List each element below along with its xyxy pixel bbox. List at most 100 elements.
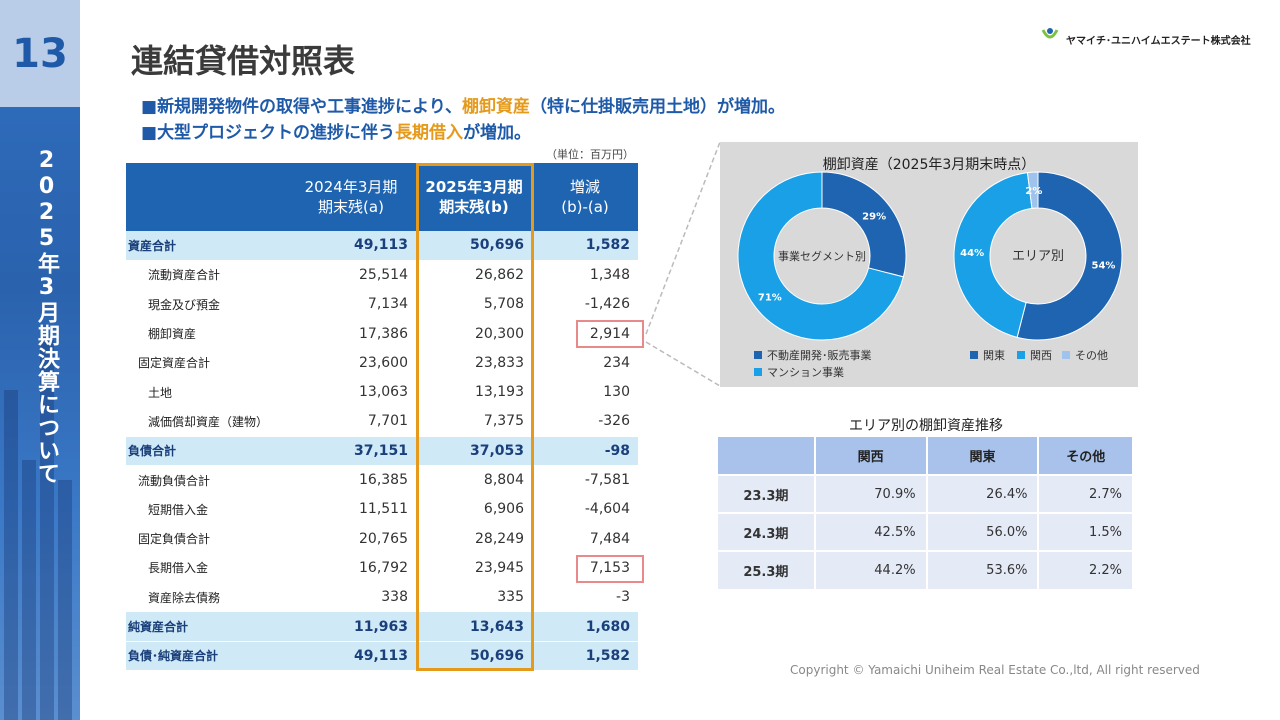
area-share-cell: 56.0% — [926, 512, 1040, 551]
table-row: 現金及び預金 7,134 5,708 -1,426 — [126, 289, 638, 320]
building-bg — [22, 460, 36, 720]
cell-value: 50,696 — [416, 231, 532, 261]
legend-label: 関東 — [983, 349, 1005, 362]
area-share-cell: 26.4% — [926, 474, 1040, 513]
legend-swatch — [970, 351, 978, 359]
cell-value: 1,582 — [532, 231, 638, 261]
cell-value: -4,604 — [532, 494, 638, 525]
donut-charts: 29% 71% 事業セグメント別 54% 44% 2% エリア別 — [737, 171, 1123, 341]
area-share-cell: 1.5% — [1038, 512, 1134, 551]
period-label: 25.3期 — [718, 550, 816, 589]
area-table-row: 23.3期 70.9% 26.4% 2.7% — [718, 474, 1134, 513]
row-label: 短期借入金 — [126, 494, 286, 525]
header-line: 2024年3月期 — [304, 178, 398, 196]
cell-value: 5,708 — [416, 289, 532, 320]
cell-value: 49,113 — [286, 641, 416, 671]
area-share-cell: 53.6% — [926, 550, 1040, 589]
highlight-column-frame — [416, 163, 534, 671]
slice-label: 54% — [1092, 260, 1116, 271]
cell-value: -3 — [532, 582, 638, 613]
donut-slice — [1016, 171, 1123, 341]
row-label: 現金及び預金 — [126, 289, 286, 320]
highlight-box-long-term-loans — [576, 555, 644, 583]
chart-title: 棚卸資産（2025年3月期末時点） — [822, 157, 1036, 173]
copyright: Copyright © Yamaichi Uniheim Real Estate… — [790, 663, 1200, 677]
cell-value: 130 — [532, 377, 638, 408]
header-line: 期末残(b) — [439, 198, 509, 216]
row-label: 棚卸資産 — [126, 318, 286, 349]
bullet-text: 新規開発物件の取得や工事進捗により、 — [157, 97, 463, 117]
table-header: 2024年3月期 期末残(a) — [286, 163, 416, 231]
cell-value: 7,701 — [286, 406, 416, 437]
cell-value: 17,386 — [286, 318, 416, 349]
bullet-marker: ■ — [141, 97, 158, 117]
table-row: 負債･純資産合計 49,113 50,696 1,582 — [126, 641, 638, 671]
cell-value: 8,804 — [416, 465, 532, 496]
header-line: 期末残(a) — [318, 198, 384, 216]
area-table-title: エリア別の棚卸資産推移 — [849, 418, 1003, 434]
bullet-2: ■大型プロジェクトの進捗に伴う長期借入が増加。 — [141, 118, 531, 143]
header-line: 2025年3月期 — [425, 178, 523, 196]
legend-swatch — [1017, 351, 1025, 359]
slice-label: 71% — [758, 292, 782, 303]
table-row: 長期借入金 16,792 23,945 7,153 — [126, 553, 638, 584]
cell-value: -326 — [532, 406, 638, 437]
page-number-box: 13 — [0, 0, 80, 107]
table-header — [126, 163, 286, 231]
legend-swatch — [1062, 351, 1070, 359]
building-bg — [58, 480, 72, 720]
header-line: (b)-(a) — [561, 198, 609, 216]
cell-value: 13,643 — [416, 611, 532, 642]
table-row: 負債合計 37,151 37,053 -98 — [126, 436, 638, 466]
donut-slice — [953, 172, 1033, 338]
area-share-cell: 70.9% — [814, 474, 928, 513]
cell-value: 25,514 — [286, 260, 416, 291]
cell-value: 7,484 — [532, 523, 638, 554]
legend-label: 不動産開発･販売事業 — [767, 349, 872, 362]
building-bg — [40, 340, 54, 720]
row-label: 固定資産合計 — [126, 348, 286, 378]
area-table-row: 25.3期 44.2% 53.6% 2.2% — [718, 550, 1134, 589]
cell-value: 16,792 — [286, 553, 416, 584]
legend-swatch — [754, 368, 762, 376]
logo-icon — [1041, 28, 1059, 39]
bullet-text: （特に仕掛販売用土地）が増加。 — [530, 97, 786, 117]
cell-value: 1,348 — [532, 260, 638, 291]
area-table-row: 24.3期 42.5% 56.0% 1.5% — [718, 512, 1134, 551]
period-label: 24.3期 — [718, 512, 816, 551]
donut-center-label: 事業セグメント別 — [778, 249, 866, 263]
area-share-cell: 42.5% — [814, 512, 928, 551]
area-share-cell: 2.7% — [1038, 474, 1134, 513]
area-table-header: 関東 — [926, 437, 1040, 475]
cell-value: 1,582 — [532, 641, 638, 671]
cell-value: 234 — [532, 348, 638, 378]
donut-center-label: エリア別 — [1012, 249, 1064, 264]
building-bg — [4, 390, 18, 720]
cell-value: 6,906 — [416, 494, 532, 525]
table-header: 増減 (b)-(a) — [532, 163, 638, 231]
cell-value: 13,193 — [416, 377, 532, 408]
cell-value: 11,511 — [286, 494, 416, 525]
cell-value: 335 — [416, 582, 532, 613]
section-title: 2025年3月期決算について — [34, 148, 59, 485]
table-row: 短期借入金 11,511 6,906 -4,604 — [126, 494, 638, 525]
row-label: 純資産合計 — [126, 611, 286, 642]
header-line: 増減 — [569, 178, 600, 196]
area-share-cell: 2.2% — [1038, 550, 1134, 589]
donut-hole — [991, 209, 1085, 303]
cell-value: 23,945 — [416, 553, 532, 584]
table-row: 固定資産合計 23,600 23,833 234 — [126, 348, 638, 378]
cell-value: -7,581 — [532, 465, 638, 496]
cell-value: 16,385 — [286, 465, 416, 496]
table-header-row: 2024年3月期 期末残(a) 2025年3月期 期末残(b) 増減 (b)-(a) — [126, 163, 638, 231]
slide-title: 連結貸借対照表 — [131, 42, 356, 80]
row-label: 固定負債合計 — [126, 523, 286, 554]
page-number: 13 — [12, 30, 68, 77]
area-table-header: その他 — [1038, 437, 1134, 475]
donut-slice — [737, 171, 904, 341]
slice-label: 44% — [960, 248, 984, 259]
table-header: 2025年3月期 期末残(b) — [416, 163, 532, 231]
cell-value: 13,063 — [286, 377, 416, 408]
legend-item: マンション事業 — [754, 364, 844, 380]
cell-value: 37,053 — [416, 436, 532, 466]
